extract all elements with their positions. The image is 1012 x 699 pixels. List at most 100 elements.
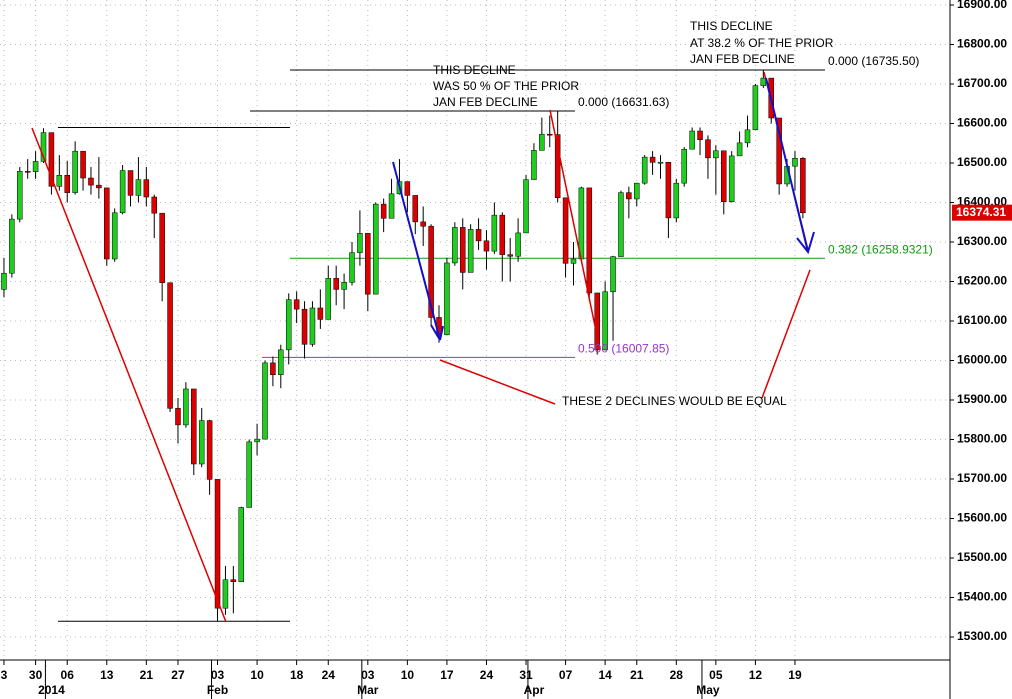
overlay xyxy=(31,71,815,623)
annotation: THESE 2 DECLINES WOULD BE EQUAL xyxy=(562,394,787,408)
last-price-label: 16374.31 xyxy=(956,205,1006,219)
x-tick-label: 18 xyxy=(290,668,304,682)
candle-body xyxy=(191,388,197,465)
candle-body xyxy=(56,175,63,187)
candle-body xyxy=(523,179,529,234)
candle-body xyxy=(681,148,687,184)
candle-body xyxy=(151,196,157,214)
x-tick-label: 21 xyxy=(140,668,154,682)
candle-body xyxy=(752,85,759,131)
candle-body xyxy=(1,272,7,290)
x-tick-label: 27 xyxy=(171,668,185,682)
month-label: May xyxy=(696,683,720,697)
candle-body xyxy=(467,229,474,273)
candle-body xyxy=(610,256,616,293)
level-label: 0.382 (16258.9321) xyxy=(828,242,933,256)
month-label: Apr xyxy=(524,683,545,697)
y-tick-label: 16800.00 xyxy=(957,37,1007,51)
arrow xyxy=(430,324,441,341)
candle-body xyxy=(657,161,664,164)
candle-body xyxy=(673,182,680,219)
candle-body xyxy=(64,175,70,193)
candle-body xyxy=(744,129,751,144)
x-tick-label: 03 xyxy=(361,668,375,682)
x-tick-label: 13 xyxy=(100,668,114,682)
candle-body xyxy=(412,195,419,223)
x-tick-label: 03 xyxy=(211,668,225,682)
candle-body xyxy=(499,214,506,255)
candle-body xyxy=(246,441,252,508)
x-tick-label: 28 xyxy=(670,668,684,682)
x-tick-label: 12 xyxy=(749,668,763,682)
candle-body xyxy=(278,349,284,375)
annotation: THIS DECLINE xyxy=(690,19,773,33)
candle-body xyxy=(341,282,347,290)
candle-body xyxy=(475,229,482,242)
candle-body xyxy=(111,212,118,260)
x-tick-label: 21 xyxy=(630,668,644,682)
candle-body xyxy=(483,240,490,252)
candle-body xyxy=(230,579,237,582)
candle-body xyxy=(515,232,521,257)
y-tick-label: 15800.00 xyxy=(957,432,1007,446)
candle-body xyxy=(420,221,426,227)
annotation: AT 38.2 % OF THE PRIOR xyxy=(690,36,834,50)
candle-body xyxy=(167,282,173,409)
y-tick-label: 16900.00 xyxy=(957,0,1007,11)
candle-body xyxy=(388,193,395,219)
candle-body xyxy=(713,150,719,159)
candle-body xyxy=(214,479,221,609)
candle-body xyxy=(459,227,466,273)
candle-body xyxy=(254,438,260,443)
x-tick-label: 06 xyxy=(61,668,75,682)
y-tick-label: 15300.00 xyxy=(957,629,1007,643)
candle-body xyxy=(728,155,735,202)
x-tick-label: 19 xyxy=(788,668,802,682)
candle-body xyxy=(578,187,585,260)
y-tick-label: 15600.00 xyxy=(957,511,1007,525)
x-tick-label: 17 xyxy=(440,668,454,682)
y-tick-label: 15400.00 xyxy=(957,590,1007,604)
level-label: 0.500 (16007.85) xyxy=(578,342,669,356)
candle-body xyxy=(626,192,632,200)
x-tick-label: 30 xyxy=(29,668,43,682)
candle-body xyxy=(689,130,695,150)
candle-body xyxy=(736,142,743,157)
candle-body xyxy=(800,158,806,214)
candle-body xyxy=(72,150,78,193)
y-tick-label: 15900.00 xyxy=(957,392,1007,406)
candle-body xyxy=(404,181,411,196)
candle-body xyxy=(285,299,292,351)
x-tick-label: 07 xyxy=(559,668,573,682)
candle-body xyxy=(88,177,94,186)
candle-body xyxy=(325,278,332,320)
candle-body xyxy=(9,218,15,274)
candle-body xyxy=(697,130,703,140)
annotation: WAS 50 % OF THE PRIOR xyxy=(433,79,579,93)
x-tick-label: 24 xyxy=(322,668,336,682)
candle-body xyxy=(159,212,165,283)
candle-body xyxy=(17,171,23,220)
candle-body xyxy=(705,139,711,159)
candle-body xyxy=(365,233,371,295)
candles xyxy=(1,69,825,622)
candle-body xyxy=(602,291,608,351)
last-price-tag xyxy=(952,204,1012,221)
candle-body xyxy=(293,299,300,310)
candle-body xyxy=(539,133,545,151)
candle-body xyxy=(206,420,213,480)
y-tick-label: 16000.00 xyxy=(957,353,1007,367)
candle-body xyxy=(776,117,782,185)
trend-line xyxy=(549,109,601,351)
pointer-line xyxy=(439,359,556,405)
candle-body xyxy=(143,179,150,198)
candle-body xyxy=(792,158,798,167)
level-label: 0.000 (16735.50) xyxy=(828,54,919,68)
trend-line xyxy=(31,127,227,623)
candle-body xyxy=(372,203,379,295)
y-tick-label: 16700.00 xyxy=(957,76,1007,90)
grid xyxy=(0,0,950,660)
month-label: 2014 xyxy=(38,683,65,697)
y-tick-label: 15500.00 xyxy=(957,550,1007,564)
